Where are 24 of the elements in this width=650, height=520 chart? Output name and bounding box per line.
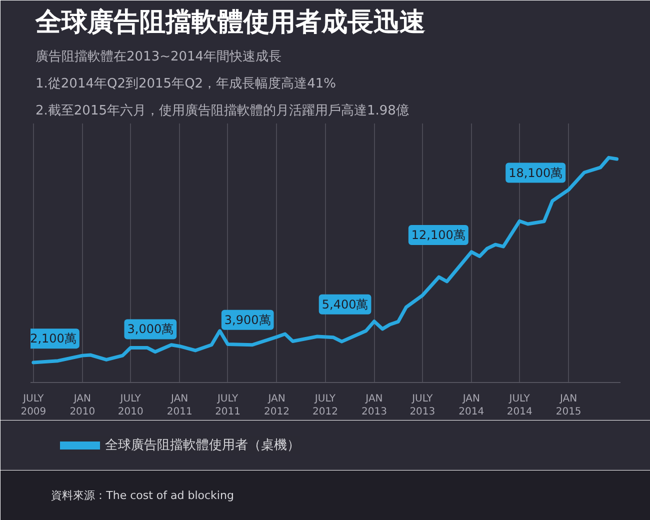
legend-label: 全球廣告阻擋軟體使用者（桌機） [105, 437, 300, 454]
x-tick-label: JULY 2010 [118, 394, 144, 418]
data-label: 3,000萬 [127, 322, 174, 336]
x-tick-label: JAN 2014 [458, 394, 484, 418]
data-label: 12,100萬 [411, 228, 466, 242]
x-tick-label: JAN 2010 [70, 394, 96, 418]
x-tick-label: JULY 2012 [312, 394, 338, 418]
x-tick-label: JULY 2013 [410, 394, 436, 418]
x-tick-label: JULY 2011 [215, 394, 241, 418]
text: 2.截至2015年六月，使用廣告阻擋軟體的月活躍用戶高達1.98億 [36, 102, 409, 118]
data-label: 18,100萬 [508, 166, 563, 180]
data-label: 5,400萬 [322, 297, 368, 312]
x-tick-label: JAN 2015 [556, 394, 582, 418]
x-tick-label: JAN 2013 [362, 394, 387, 418]
text: 1.從2014年Q2到2015年Q2，年成長幅度高達41% [36, 76, 336, 92]
x-tick-label: JAN 2012 [264, 394, 290, 418]
x-tick-label: JULY 2009 [20, 394, 46, 418]
source-note: 資料來源：The cost of ad blocking [51, 489, 234, 502]
data-label: 2,100萬 [30, 332, 76, 346]
data-label: 3,900萬 [224, 312, 271, 327]
x-tick-label: JULY 2014 [506, 394, 532, 418]
x-tick-label: JAN 2011 [166, 394, 192, 418]
chart-title: 全球廣告阻擋軟體使用者成長迅速 [34, 8, 426, 38]
chart-subtitle: 廣告阻擋軟體在2013~2014年間快速成長 [36, 50, 282, 64]
